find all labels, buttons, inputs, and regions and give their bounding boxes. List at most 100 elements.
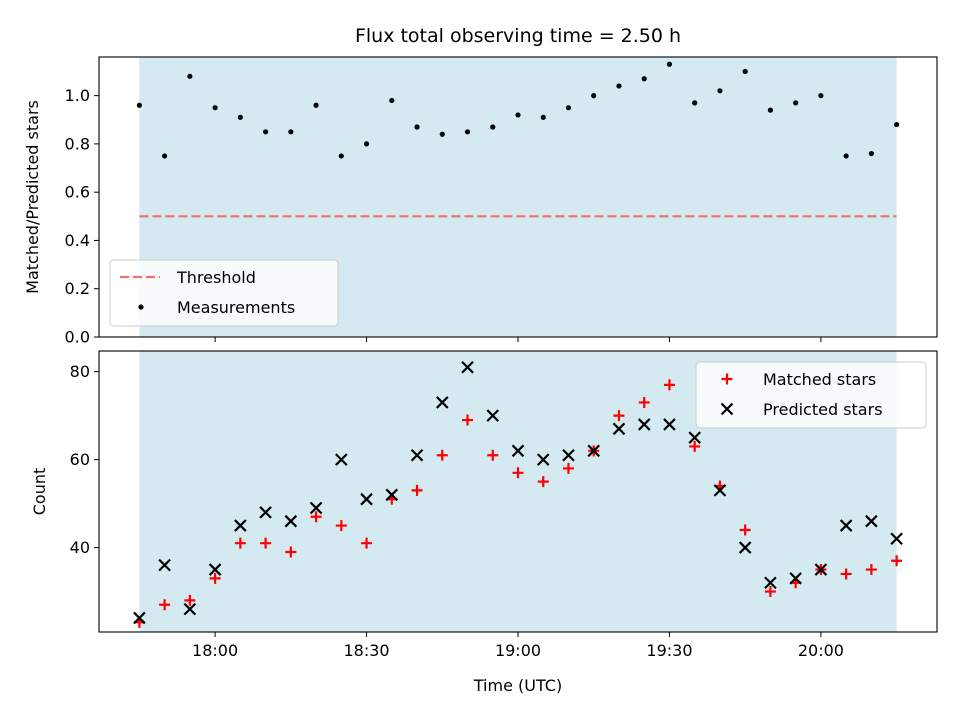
matched-star-point xyxy=(537,476,549,488)
matched-star-point xyxy=(310,511,322,523)
y-axis-label: Matched/Predicted stars xyxy=(23,100,42,294)
legend-label: Predicted stars xyxy=(763,400,883,419)
measurement-point xyxy=(843,153,849,159)
predicted-star-point xyxy=(259,506,272,519)
measurement-point xyxy=(692,100,698,106)
matched-star-point xyxy=(335,520,347,532)
predicted-star-point xyxy=(890,532,903,546)
legend-label: Threshold xyxy=(176,268,256,287)
measurement-point xyxy=(641,76,647,82)
matched-star-point xyxy=(462,414,474,426)
measurement-point xyxy=(540,114,546,120)
matched-star-point xyxy=(739,524,751,536)
measurement-point xyxy=(389,97,395,104)
measurement-point xyxy=(717,88,723,94)
measurement-point xyxy=(767,107,774,113)
predicted-star-point xyxy=(360,492,373,506)
matched-star-point xyxy=(209,572,221,584)
measurement-point xyxy=(742,68,748,75)
measurement-point xyxy=(666,61,673,67)
bottom-panel: 40 60 80 18:00 18:30 19:00 19:30 20:00 Count Matc… xyxy=(30,350,938,660)
measurement-point xyxy=(262,129,269,135)
matched-star-point xyxy=(891,555,903,567)
matched-star-point xyxy=(361,537,373,549)
predicted-star-point xyxy=(284,514,298,528)
predicted-star-point xyxy=(839,519,853,532)
predicted-star-point xyxy=(637,418,651,431)
y-tick-label: 0.2 xyxy=(65,279,90,298)
predicted-star-point xyxy=(511,444,525,458)
predicted-star-point xyxy=(688,431,701,444)
predicted-star-point xyxy=(309,501,323,515)
predicted-star-point xyxy=(764,576,777,590)
predicted-star-point xyxy=(814,563,828,576)
matched-star-point xyxy=(184,594,196,606)
predicted-star-point xyxy=(410,448,424,462)
measurement-point xyxy=(490,124,496,130)
y-axis-label: Count xyxy=(30,468,49,516)
y-tick-label: 1.0 xyxy=(65,86,90,105)
measurement-point xyxy=(894,121,900,128)
predicted-star-point xyxy=(158,558,171,572)
x-tick-label: 18:00 xyxy=(192,641,238,660)
matched-star-point xyxy=(663,379,675,391)
y-tick-label: 0.4 xyxy=(65,231,90,250)
matched-star-point xyxy=(865,564,877,576)
legend: Matched stars Predicted stars xyxy=(695,361,927,429)
measurement-point xyxy=(237,114,243,120)
predicted-star-point xyxy=(587,444,601,458)
measurement-point xyxy=(288,129,294,135)
measurement-point xyxy=(565,105,572,111)
y-tick-label: 40 xyxy=(70,538,90,557)
measurement-point xyxy=(793,100,799,106)
predicted-star-point xyxy=(435,396,449,409)
matched-star-point xyxy=(840,568,852,580)
measurement-point xyxy=(212,105,218,111)
predicted-star-point xyxy=(612,422,626,436)
measurement-point xyxy=(439,131,445,137)
top-panel: 0.0 0.2 0.4 0.6 0.8 1.0 Matched/Predicted star… xyxy=(23,56,938,347)
predicted-star-point xyxy=(562,448,575,462)
matched-star-point xyxy=(411,484,423,496)
y-tick-label: 80 xyxy=(70,362,90,381)
measurement-point xyxy=(313,102,319,108)
y-tick-label: 0.0 xyxy=(65,328,90,347)
legend: Threshold Measurements xyxy=(109,259,339,327)
predicted-star-point xyxy=(486,409,500,422)
predicted-star-point xyxy=(385,488,399,502)
measurement-point xyxy=(515,112,521,118)
legend-label: Matched stars xyxy=(763,370,876,389)
measurement-point xyxy=(187,73,193,79)
predicted-star-point xyxy=(133,611,146,625)
matched-star-point xyxy=(613,410,625,422)
matched-star-point xyxy=(285,546,297,558)
matched-star-point xyxy=(764,586,776,598)
predicted-star-point xyxy=(789,572,802,585)
legend-label: Measurements xyxy=(177,298,295,317)
predicted-star-point xyxy=(208,563,222,576)
legend-box xyxy=(695,361,927,429)
y-tick-label: 0.8 xyxy=(65,134,90,153)
x-tick-label: 19:00 xyxy=(495,641,541,660)
measurement-point xyxy=(616,83,622,89)
matched-star-point xyxy=(260,537,272,549)
matched-star-point xyxy=(487,449,499,461)
measurement-point xyxy=(464,129,471,135)
measurement-point xyxy=(363,141,370,147)
legend-predicted-swatch xyxy=(720,402,734,416)
predicted-star-point xyxy=(713,484,727,497)
matched-star-point xyxy=(436,449,448,461)
matched-star-point xyxy=(638,396,650,408)
predicted-star-point xyxy=(663,418,676,431)
measurement-point xyxy=(162,153,168,159)
measurement-point xyxy=(591,93,597,99)
x-tick-label: 20:00 xyxy=(798,641,844,660)
measurement-point xyxy=(868,150,874,157)
matched-star-point xyxy=(512,467,524,479)
matched-star-point xyxy=(159,599,171,611)
predicted-star-point xyxy=(865,514,878,528)
measurement-point xyxy=(338,153,344,159)
legend-matched-swatch xyxy=(721,373,733,385)
matched-star-point xyxy=(234,537,246,549)
